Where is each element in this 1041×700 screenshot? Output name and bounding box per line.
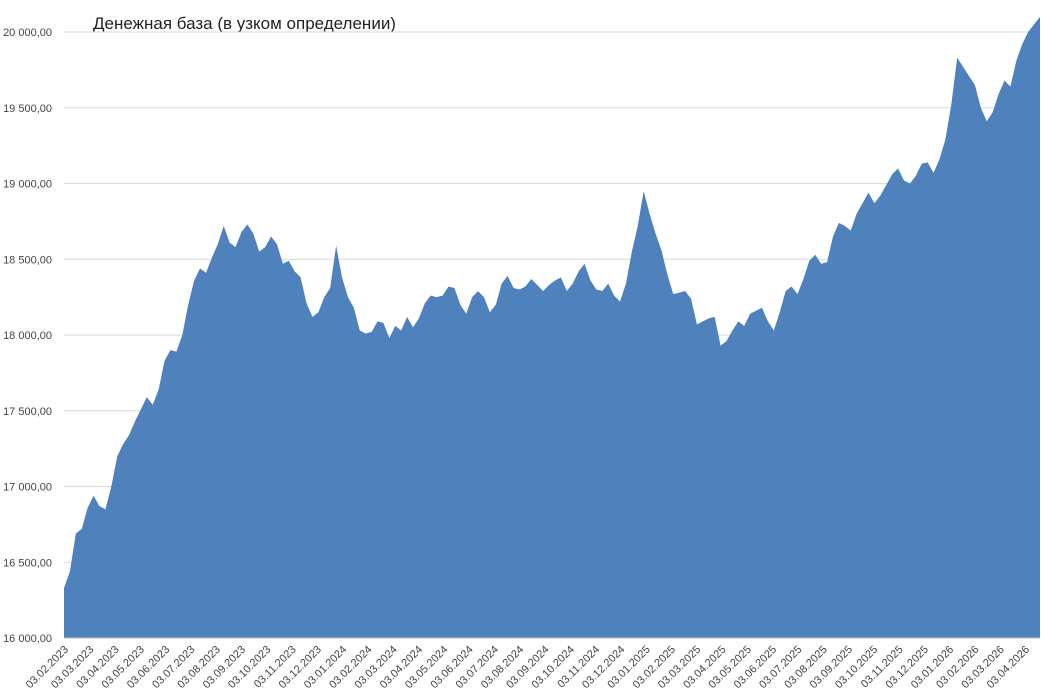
series-area [64, 16, 1040, 639]
y-tick-label: 16 000,00 [3, 633, 52, 645]
x-axis: 03.02.202303.03.202303.04.202303.05.2023… [24, 644, 1032, 691]
y-tick-label: 19 500,00 [3, 103, 52, 115]
y-tick-label: 16 500,00 [3, 557, 52, 569]
y-tick-label: 18 500,00 [3, 254, 52, 266]
chart-title: Денежная база (в узком определении) [93, 14, 396, 33]
y-tick-label: 17 000,00 [3, 482, 52, 494]
y-tick-label: 20 000,00 [3, 27, 52, 39]
y-tick-label: 17 500,00 [3, 406, 52, 418]
y-tick-label: 18 000,00 [3, 330, 52, 342]
y-tick-label: 19 000,00 [3, 179, 52, 191]
y-axis: 16 000,00 16 500,00 17 000,00 17 500,00 18 0… [3, 27, 52, 645]
